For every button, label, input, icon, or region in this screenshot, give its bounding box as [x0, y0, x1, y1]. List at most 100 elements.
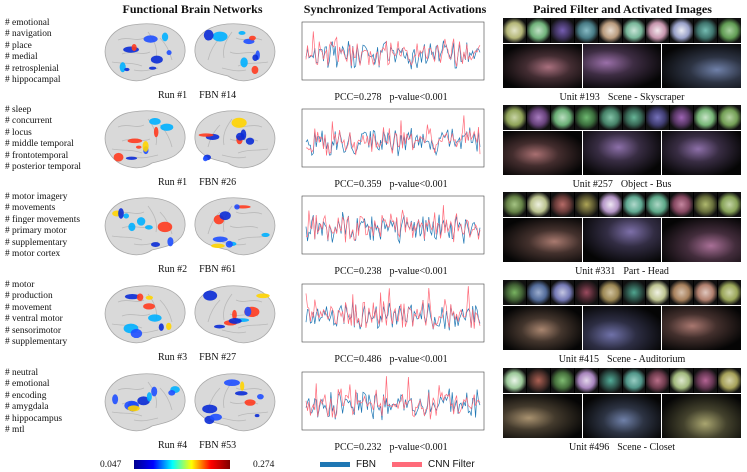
filter-thumbnail	[670, 105, 694, 130]
filter-thumbnail	[503, 18, 526, 43]
pcc-label: PCC=0.486 p-value<0.001	[294, 354, 488, 365]
filter-thumbnail	[550, 192, 574, 217]
filter-thumbnail	[503, 368, 526, 393]
filter-thumbnail	[574, 192, 598, 217]
filter-thumbnail	[550, 105, 574, 130]
unit-label: Unit #193 Scene - Skyscraper	[503, 92, 741, 103]
filter-thumbnail	[574, 105, 598, 130]
legend-fbn-swatch	[320, 462, 350, 467]
figure-row: # motor imagery # movements # finger movem…	[0, 192, 747, 280]
pcc-value: PCC=0.359	[334, 179, 382, 190]
activation-image	[503, 394, 582, 438]
legend-cnn-label: CNN Filter	[428, 459, 475, 470]
filter-thumbnail	[526, 18, 550, 43]
pcc-label: PCC=0.232 p-value<0.001	[294, 442, 488, 453]
p-value: p-value<0.001	[389, 92, 448, 103]
filter-thumbnails	[503, 280, 742, 305]
keyword: # retrosplenial	[5, 63, 59, 74]
activated-images	[503, 192, 742, 262]
filter-thumbnail	[598, 192, 622, 217]
activation-image	[582, 394, 662, 438]
brain-lateral-left-icon	[104, 110, 186, 169]
unit-category: Scene - Closet	[617, 442, 676, 453]
figure-row: # neutral # emotional # encoding # amygdala…	[0, 368, 747, 456]
run-fbn-label: Run #4 FBN #53	[112, 440, 282, 451]
activation-image	[662, 131, 742, 175]
brain-right-view	[190, 368, 282, 436]
pcc-value: PCC=0.238	[334, 266, 382, 277]
filter-thumbnails	[503, 105, 742, 130]
filter-thumbnail	[718, 368, 742, 393]
activated-images	[503, 105, 742, 175]
unit-category: Object - Bus	[620, 179, 672, 190]
filter-thumbnail	[550, 280, 574, 305]
timeseries-plot	[301, 108, 485, 168]
brain-lateral-left-icon	[104, 373, 186, 432]
filter-thumbnail	[670, 192, 694, 217]
filter-thumbnail	[574, 280, 598, 305]
filter-thumbnail	[694, 368, 718, 393]
filter-thumbnail	[503, 280, 526, 305]
activation-banner	[503, 131, 742, 175]
filter-thumbnail	[646, 368, 670, 393]
activation-image	[503, 44, 582, 88]
filter-thumbnail	[646, 18, 670, 43]
activation-image	[582, 44, 662, 88]
unit-id: Unit #257	[572, 179, 613, 190]
filter-thumbnail	[503, 192, 526, 217]
activation-banner	[503, 394, 742, 438]
unit-category: Scene - Auditorium	[606, 354, 686, 365]
filter-thumbnails	[503, 368, 742, 393]
activation-image	[662, 44, 742, 88]
filter-thumbnail	[503, 105, 526, 130]
pcc-value: PCC=0.486	[334, 354, 382, 365]
figure-row: # sleep # concurrent # locus # middle tempo…	[0, 105, 747, 193]
keyword: # production	[5, 291, 53, 302]
filter-thumbnail	[622, 192, 646, 217]
fbn-label: FBN #61	[199, 264, 237, 275]
unit-category: Part - Head	[623, 266, 669, 277]
filter-thumbnail	[670, 18, 694, 43]
keyword: # motor	[5, 280, 35, 290]
activation-banner	[503, 306, 742, 350]
keyword: # locus	[5, 127, 32, 138]
run-fbn-label: Run #3 FBN #27	[112, 352, 282, 363]
brain-lateral-right-icon	[194, 110, 276, 169]
fbn-label: FBN #14	[199, 90, 237, 101]
keyword-list: # sleep # concurrent # locus # middle tempo…	[5, 105, 100, 173]
brain-lateral-right-icon	[194, 23, 276, 82]
keyword: # encoding	[5, 390, 47, 401]
brain-left-view	[98, 368, 190, 436]
brain-lateral-left-icon	[104, 285, 186, 344]
keyword: # hippocampal	[5, 75, 61, 86]
keyword: # posterior temporal	[5, 162, 82, 173]
keyword: # primary motor	[5, 226, 67, 237]
activation-image	[582, 306, 662, 350]
keyword: # amygdala	[5, 402, 49, 413]
unit-id: Unit #415	[558, 354, 599, 365]
run-label: Run #4	[157, 440, 188, 451]
brain-lateral-right-icon	[194, 373, 276, 432]
filter-thumbnail	[670, 368, 694, 393]
keyword: # supplementary	[5, 237, 68, 248]
keyword: # motor imagery	[5, 192, 68, 202]
activation-image	[503, 131, 582, 175]
pcc-label: PCC=0.359 p-value<0.001	[294, 179, 488, 190]
filter-thumbnail	[598, 18, 622, 43]
legend-fbn: FBN	[320, 459, 376, 470]
p-value: p-value<0.001	[389, 266, 448, 277]
legend-fbn-label: FBN	[356, 459, 376, 470]
temporal-activation-plot	[294, 20, 488, 88]
filter-thumbnail	[646, 105, 670, 130]
fbn-label: FBN #53	[199, 440, 237, 451]
keyword: # hippocampus	[5, 413, 63, 424]
filter-thumbnail	[526, 368, 550, 393]
legend-cnn: CNN Filter	[392, 459, 475, 470]
filter-thumbnail	[646, 280, 670, 305]
unit-label: Unit #415 Scene - Auditorium	[503, 354, 741, 365]
colorbar-max-label: 0.274	[253, 460, 275, 470]
filter-thumbnail	[550, 18, 574, 43]
keyword: # finger movements	[5, 214, 80, 225]
brain-right-view	[190, 105, 282, 173]
timeseries-plot	[301, 371, 485, 431]
